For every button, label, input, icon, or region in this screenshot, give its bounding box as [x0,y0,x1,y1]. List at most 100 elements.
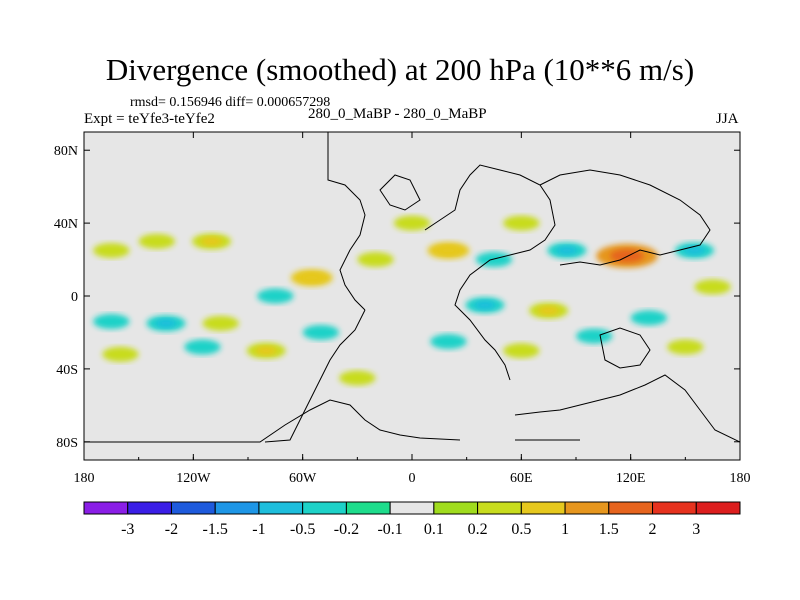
colorbar-swatch [695,501,741,515]
anomaly-blob [430,334,467,350]
anomaly-outer [576,328,613,344]
chart-subtitle: 280_0_MaBP - 280_0_MaBP [308,106,487,122]
anomaly-core [200,236,223,246]
colorbar-label: -0.1 [377,521,402,538]
anomaly-blob [102,346,139,362]
coastline-antarctica [84,374,740,443]
colorbar-swatch [214,501,260,515]
colorbar-label: -2 [165,521,178,538]
colorbar-label: 1 [561,521,569,538]
anomaly-core [155,318,177,328]
colorbar-swatch [520,501,566,515]
anomaly-outer [138,233,176,249]
anomaly-blob [339,370,376,386]
y-axis: 80N 40N 0 40S 80S [54,144,740,451]
colorbar-swatch [433,501,479,515]
anomaly-outer [302,324,340,340]
anomaly-blob [529,302,569,319]
anomaly-blob [393,215,431,231]
anomaly-outer [430,334,467,350]
anomaly-blob [357,252,394,268]
colorbar-label: -0.5 [290,521,315,538]
colorbar-label: 0.5 [511,521,531,538]
rmsd-text: rmsd= 0.156946 diff= 0.000657298 [130,95,331,110]
anomaly-blob [93,242,130,258]
anomaly-outer [475,252,513,268]
coastline-europe-africa [424,164,556,381]
anomaly-blob [93,314,130,330]
anomaly-outer [357,252,394,268]
colorbar-swatch [564,501,610,515]
x-tick-label: 120W [176,471,211,486]
coastline-outlines [84,132,740,443]
coastline-north-america [327,132,366,311]
anomaly-blob [290,269,333,287]
y-tick-label: 80N [54,144,78,159]
colorbar-label: 0.1 [424,521,444,538]
anomaly-blob [475,252,513,268]
anomaly-blob [246,342,286,359]
y-tick-label: 40N [54,217,78,232]
anomaly-outer [184,339,221,355]
colorbar-label: 2 [649,521,657,538]
anomaly-outer [202,315,239,331]
anomaly-core [474,300,496,310]
anomaly-blob [503,343,540,359]
anomaly-outer [93,242,130,258]
colorbar-label: 1.5 [599,521,619,538]
colorbar-swatch [302,501,347,515]
anomaly-core [255,346,278,356]
anomaly-outer [630,310,668,326]
anomaly-blob [146,315,186,332]
x-tick-label: 60W [289,471,317,486]
season-label: JJA [716,111,739,127]
anomaly-blob [202,315,239,331]
colorbar-swatch [127,501,172,515]
anomaly-outer [257,288,294,304]
colorbar-label: -0.2 [334,521,359,538]
anomaly-blob [503,215,540,231]
anomaly-blob [302,324,340,340]
anomaly-outer [102,346,139,362]
anomaly-blob [465,297,505,314]
anomaly-core [610,249,644,263]
anomaly-outer [667,339,704,355]
anomaly-blob [547,242,587,259]
colorbar: -3 -2 -1.5 -1 -0.5 -0.2 -0.1 0.1 0.2 0.5 1 1.5 2 3 [83,501,741,538]
anomaly-blob [576,328,613,344]
coastline-greenland [379,174,421,211]
anomaly-core [556,246,578,255]
colorbar-swatch [477,501,522,515]
anomaly-outer [93,314,130,330]
colorbar-label: 0.2 [468,521,488,538]
colorbar-swatch [652,501,697,515]
colorbar-label: 3 [692,521,700,538]
x-tick-label: 60E [510,471,533,486]
anomaly-core [537,306,560,315]
anomaly-outer [694,279,731,295]
anomaly-blob [184,339,221,355]
colorbar-label: -1 [252,521,265,538]
experiment-label: Expt = teYfe3-teYfe2 [84,111,215,127]
x-tick-label: 0 [409,471,416,486]
anomaly-outer [339,370,376,386]
coastline-south-america [264,309,366,443]
y-tick-label: 40S [56,363,78,378]
coastline-australia [599,327,651,369]
x-tick-label: 120E [616,471,646,486]
anomaly-core [683,246,706,255]
anomaly-blob [667,339,704,355]
x-tick-label: 180 [74,471,95,486]
anomaly-outer [503,215,540,231]
anomaly-blob [674,242,715,259]
colorbar-swatch [83,501,129,515]
anomaly-core [436,245,460,256]
anomaly-core [300,273,324,283]
anomaly-blob [138,233,176,249]
anomaly-blob [191,233,232,250]
x-tick-label: 180 [730,471,751,486]
anomaly-blob [257,288,294,304]
colorbar-label: -1.5 [203,521,228,538]
x-axis: 180 120W 60W 0 60E 120E 180 [74,132,751,486]
plot-area [84,132,740,460]
